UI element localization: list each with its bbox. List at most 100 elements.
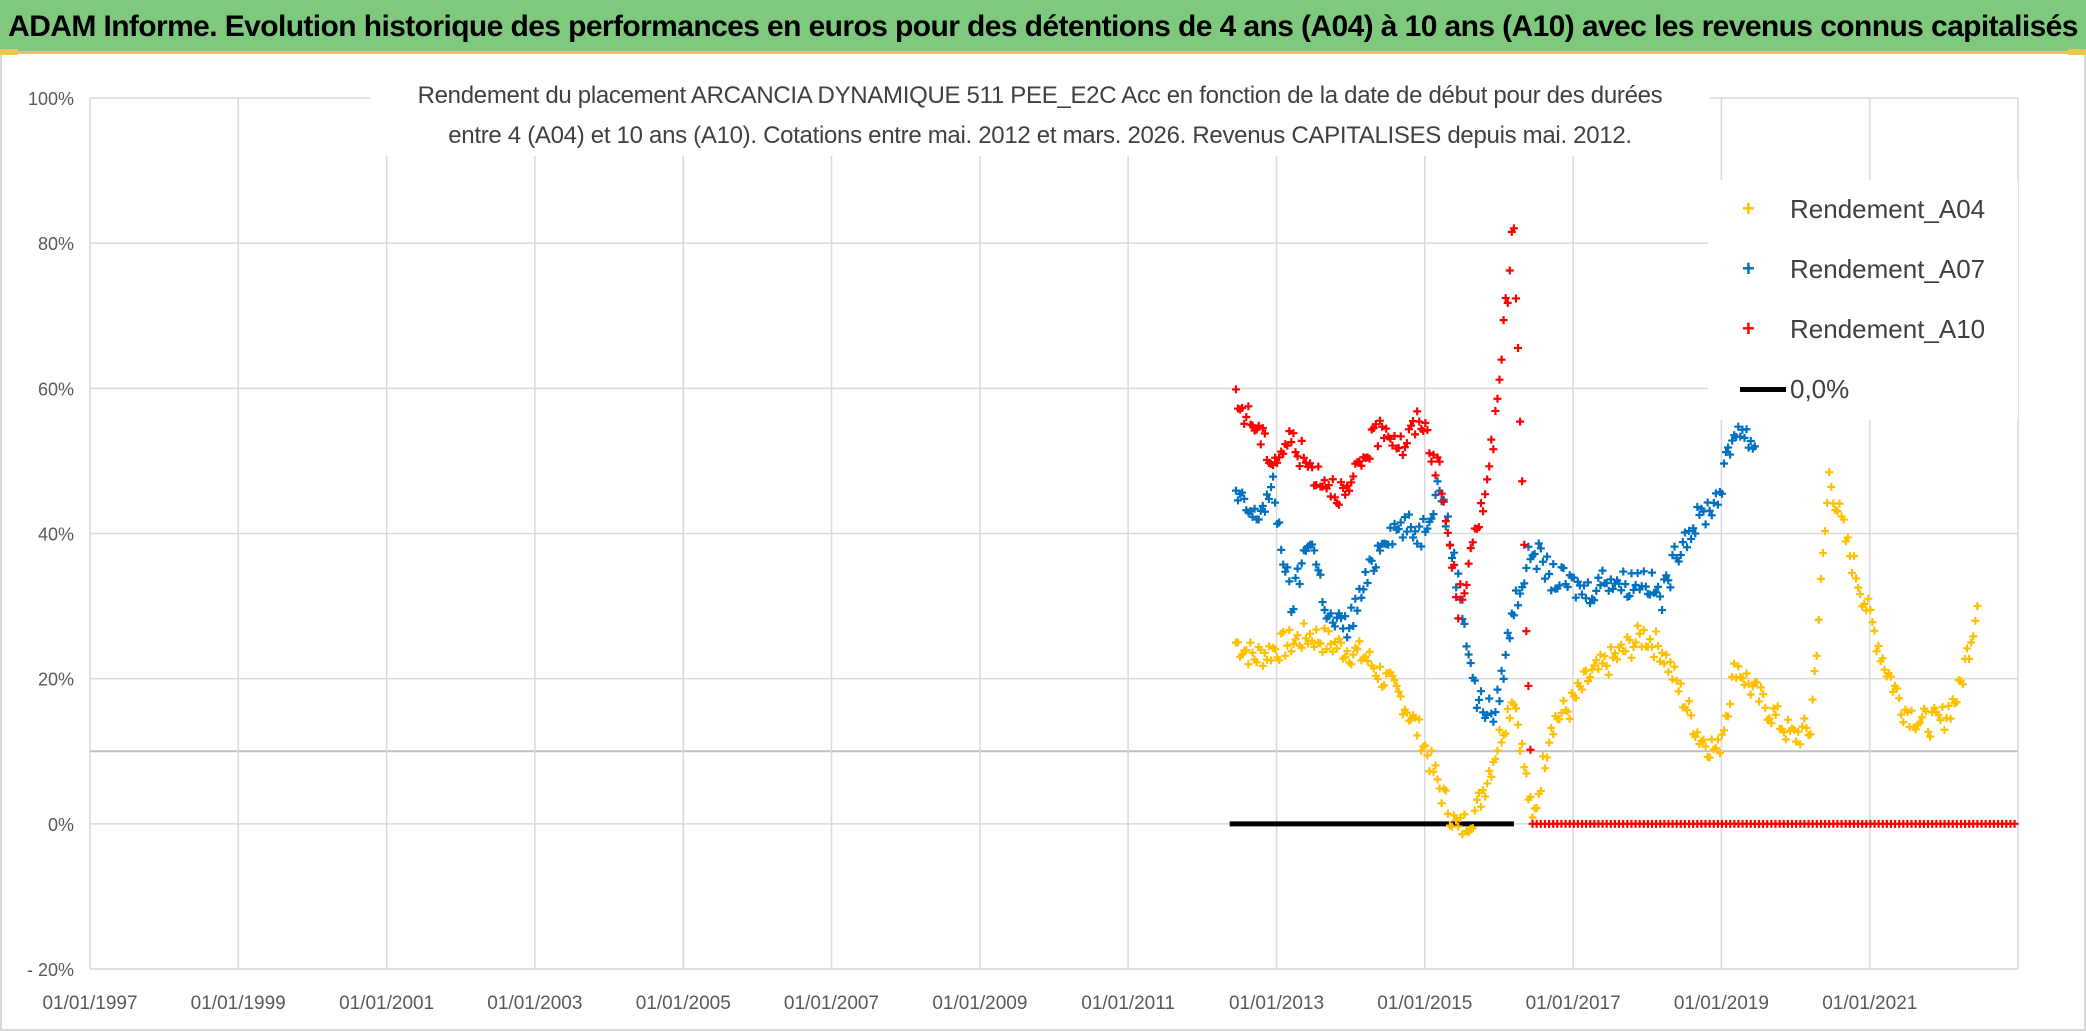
point-a04: [1501, 729, 1510, 738]
point-a07: [1728, 436, 1737, 445]
point-a04: [1522, 769, 1531, 778]
point-a07: [1407, 523, 1416, 532]
point-a10: [1254, 421, 1263, 430]
point-a04: [1586, 673, 1595, 682]
point-a07: [1658, 606, 1667, 615]
point-a07: [1240, 494, 1249, 503]
point-a04: [1757, 683, 1766, 692]
point-a10: [1437, 489, 1446, 498]
point-a04: [1407, 715, 1416, 724]
point-a07: [1316, 570, 1325, 579]
point-a07: [1413, 539, 1422, 548]
point-a10: [1423, 426, 1432, 435]
point-a10: [1458, 595, 1467, 604]
point-a10: [1425, 449, 1434, 458]
point-a04: [1833, 507, 1842, 516]
point-a07: [1619, 567, 1628, 576]
point-a04: [1860, 599, 1869, 608]
point-a07: [1337, 614, 1346, 623]
point-a07: [1726, 450, 1735, 459]
point-a07: [1411, 527, 1420, 536]
point-a07: [1491, 708, 1500, 717]
point-a04: [1441, 786, 1450, 795]
point-a07: [1330, 622, 1339, 631]
point-a07: [1320, 605, 1329, 614]
point-a04: [1559, 696, 1568, 705]
point-a07: [1462, 642, 1471, 651]
point-a07: [1262, 490, 1271, 499]
point-a07: [1427, 514, 1436, 523]
point-a07: [1505, 634, 1514, 643]
point-a07: [1514, 601, 1523, 610]
x-tick-label: 01/01/1999: [191, 993, 286, 1014]
point-a04: [1532, 803, 1541, 812]
point-a07: [1363, 579, 1372, 588]
point-a10: [1522, 627, 1531, 636]
point-a07: [1345, 624, 1354, 633]
point-a07: [1583, 578, 1592, 587]
chart-title: Rendement du placement ARCANCIA DYNAMIQU…: [370, 76, 1710, 156]
point-a04: [1666, 658, 1675, 667]
point-a04: [1427, 746, 1436, 755]
point-a07: [1645, 590, 1654, 599]
point-a07: [1598, 566, 1607, 575]
point-a10: [1293, 452, 1302, 461]
point-a04: [1485, 766, 1494, 775]
point-a04: [1724, 712, 1733, 721]
point-a04: [1318, 648, 1327, 657]
point-a07: [1674, 557, 1683, 566]
point-a07: [1617, 586, 1626, 595]
point-a10: [1468, 538, 1477, 547]
point-a04: [1555, 715, 1564, 724]
point-a04: [1470, 806, 1479, 815]
point-a10: [1341, 490, 1350, 499]
point-a07: [1295, 580, 1304, 589]
point-a04: [1773, 702, 1782, 711]
point-a04: [1658, 648, 1667, 657]
point-a04: [1674, 687, 1683, 696]
point-a07: [1231, 486, 1240, 495]
point-a04: [1460, 810, 1469, 819]
point-a04: [1627, 653, 1636, 662]
point-a07: [1396, 518, 1405, 527]
point-a04: [1233, 638, 1242, 647]
point-a04: [1398, 710, 1407, 719]
point-a07: [1621, 580, 1630, 589]
point-a07: [1267, 483, 1276, 492]
point-a04: [1856, 590, 1865, 599]
point-a07: [1530, 550, 1539, 559]
x-tick-label: 01/01/2017: [1526, 993, 1621, 1014]
point-a04: [1285, 625, 1294, 634]
point-a04: [1547, 723, 1556, 732]
point-a10: [1407, 421, 1416, 430]
point-a07: [1347, 603, 1356, 612]
point-a07: [1724, 443, 1733, 452]
point-a07: [1417, 542, 1426, 551]
point-a04: [1625, 635, 1634, 644]
point-a07: [1452, 583, 1461, 592]
point-a04: [1866, 605, 1875, 614]
point-a07: [1260, 507, 1269, 516]
point-a07: [1483, 710, 1492, 719]
point-a10: [1238, 403, 1247, 412]
point-a04: [1361, 653, 1370, 662]
point-a04: [1437, 799, 1446, 808]
point-a04: [1310, 642, 1319, 651]
point-a04: [1260, 648, 1269, 657]
point-a04: [1328, 647, 1337, 656]
point-a04: [1287, 647, 1296, 656]
point-a04: [1781, 735, 1790, 744]
point-a04: [1843, 533, 1852, 542]
point-a10: [1388, 441, 1397, 450]
point-a04: [1806, 730, 1815, 739]
point-a10: [1491, 406, 1500, 415]
point-a04: [1483, 779, 1492, 788]
legend-item-zero: 0,0%: [1708, 370, 2018, 410]
point-a04: [1481, 792, 1490, 801]
point-a04: [1685, 697, 1694, 706]
point-a04: [1808, 695, 1817, 704]
point-a10: [1489, 445, 1498, 454]
point-a04: [1746, 690, 1755, 699]
point-a07: [1720, 459, 1729, 468]
point-a10: [1378, 422, 1387, 431]
